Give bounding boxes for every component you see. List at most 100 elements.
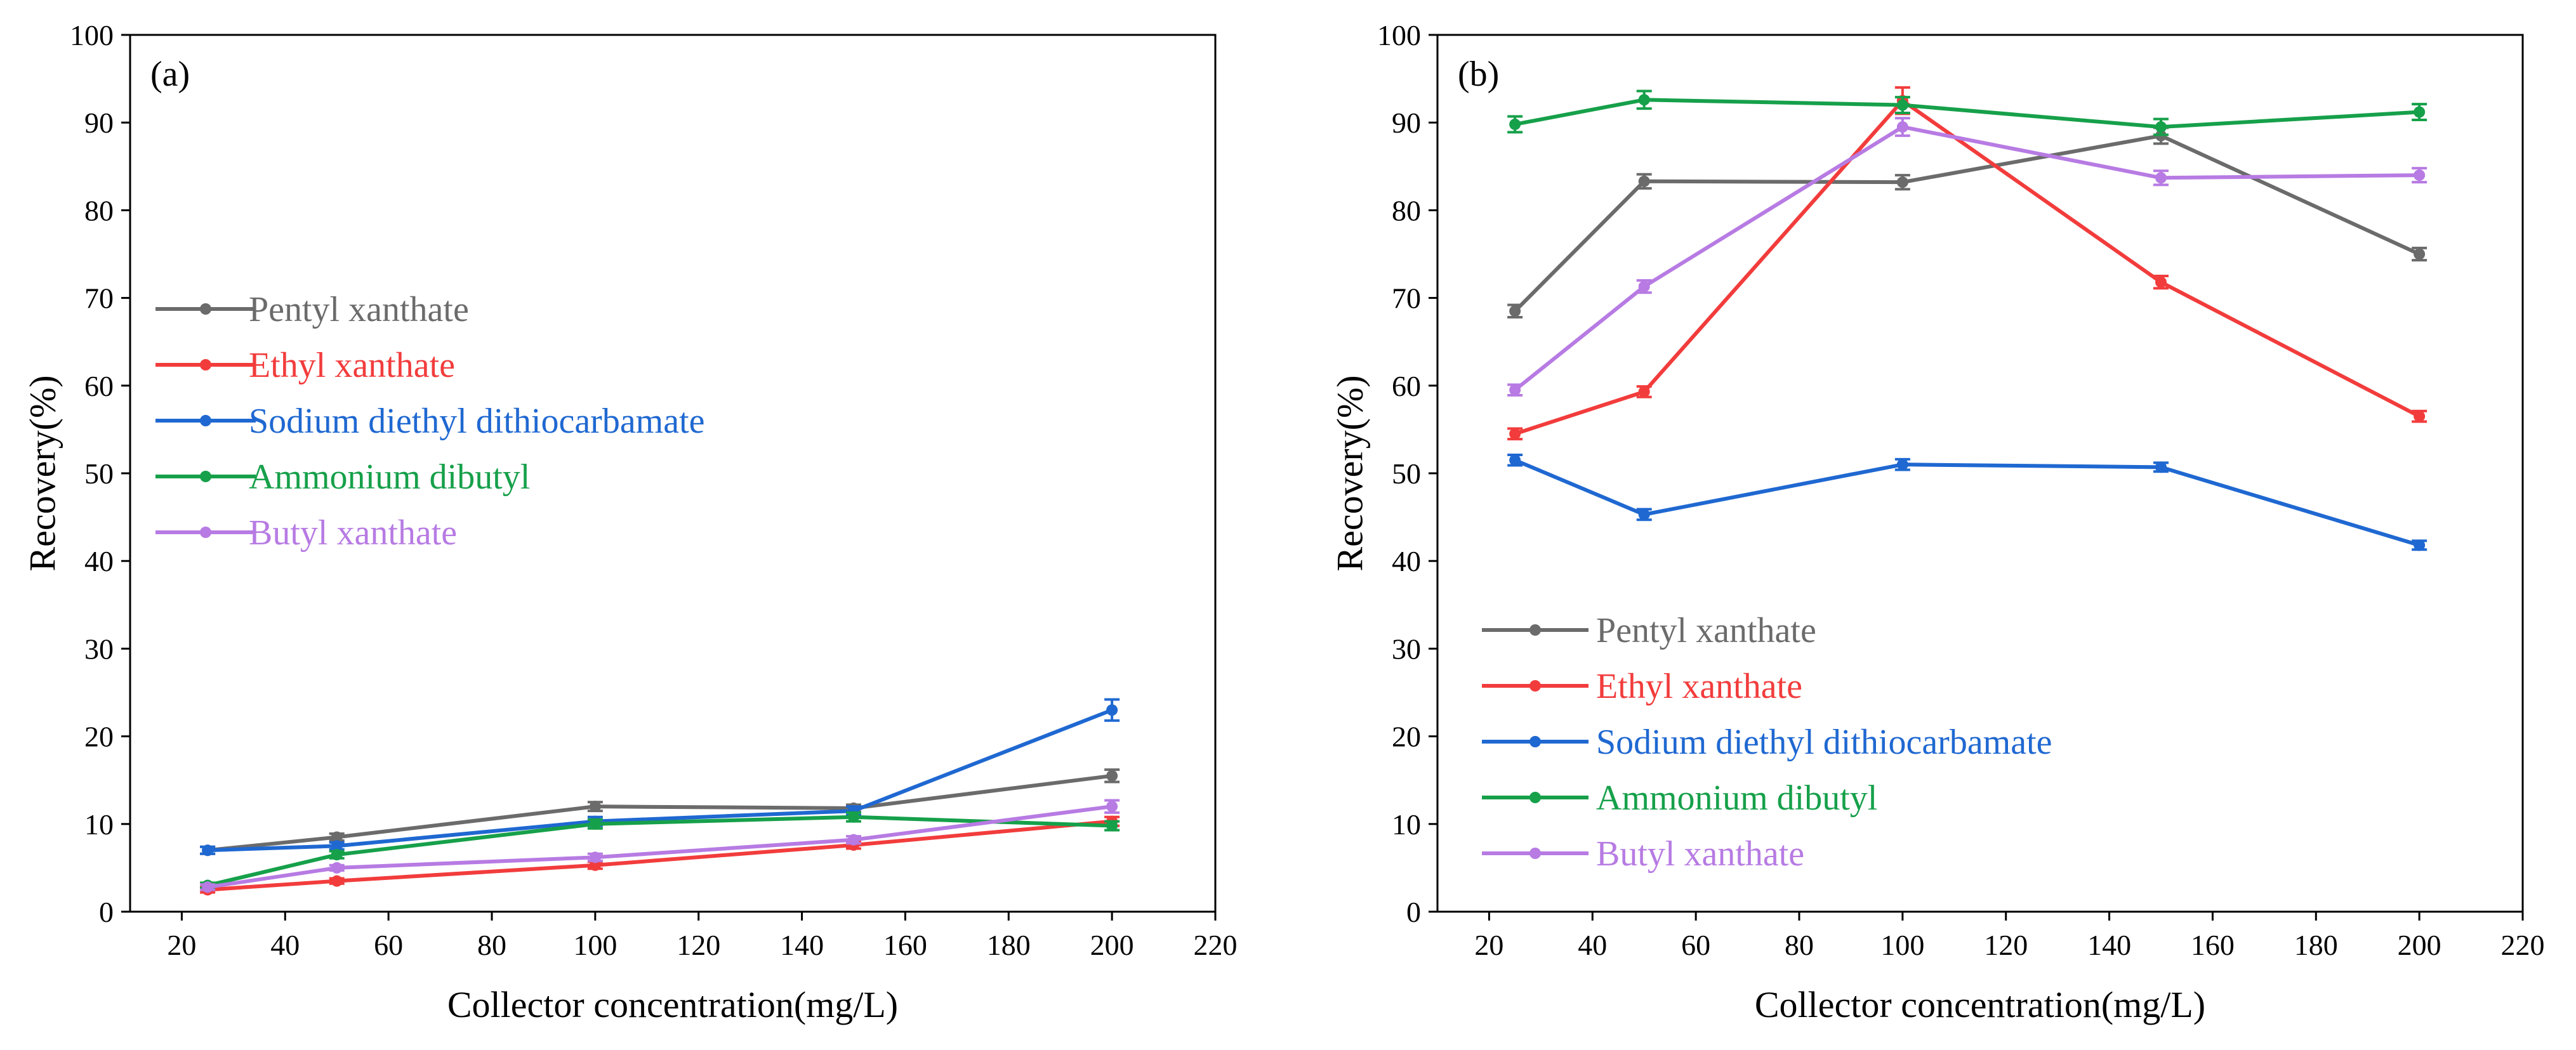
- x-tick-label: 220: [1194, 929, 1238, 961]
- data-point: [589, 859, 601, 871]
- y-tick-label: 40: [84, 545, 114, 577]
- data-point: [331, 862, 343, 874]
- y-tick-label: 70: [84, 282, 114, 315]
- data-point: [1509, 454, 1521, 466]
- y-tick-label: 60: [84, 370, 114, 402]
- series-butyl-xanthate: [1507, 117, 2427, 397]
- data-point: [2414, 539, 2426, 551]
- data-point: [2155, 461, 2167, 473]
- data-point: [1638, 94, 1650, 106]
- x-tick-label: 140: [780, 929, 824, 961]
- y-tick-label: 20: [1392, 721, 1421, 753]
- y-tick-label: 50: [1392, 457, 1421, 490]
- legend-marker: [1529, 848, 1541, 859]
- x-tick-label: 180: [987, 929, 1031, 961]
- x-tick-label: 40: [270, 929, 300, 961]
- data-point: [1638, 508, 1650, 520]
- series-ammonium-dibutyl: [1507, 89, 2427, 136]
- y-axis-title: Recovery(%): [22, 375, 63, 571]
- y-tick-label: 40: [1392, 545, 1421, 577]
- legend-label: Ethyl xanthate: [1596, 667, 1802, 706]
- data-point: [1106, 820, 1118, 832]
- legend-label: Sodium diethyl dithiocarbamate: [249, 402, 705, 441]
- x-tick-label: 20: [167, 929, 196, 961]
- y-tick-label: 60: [1392, 370, 1421, 402]
- y-tick-label: 0: [99, 896, 114, 928]
- chart-panel-b: 0 10 20 30 40 50 60 70 80 90 100 20 40 60 80 100 120 140 1…: [1329, 19, 2544, 1025]
- legend-marker: [200, 527, 211, 538]
- y-tick-label: 80: [84, 194, 114, 226]
- data-point: [848, 834, 859, 846]
- x-tick-label: 200: [1090, 929, 1134, 961]
- x-tick-label: 140: [2087, 929, 2131, 961]
- legend-marker: [200, 303, 211, 315]
- data-point: [1509, 118, 1521, 130]
- x-tick-label: 20: [1474, 929, 1503, 961]
- y-tick-label: 0: [1406, 896, 1421, 928]
- legend-label: Ethyl xanthate: [249, 346, 455, 385]
- y-tick-label: 100: [70, 19, 114, 51]
- series-butyl-xanthate: [200, 799, 1120, 893]
- panel-label: (b): [1458, 55, 1499, 94]
- data-point: [2155, 276, 2167, 288]
- y-tick-label: 100: [1377, 19, 1421, 51]
- legend-marker: [1529, 792, 1541, 803]
- data-point: [589, 818, 601, 830]
- data-point: [589, 851, 601, 863]
- legend-label: Pentyl xanthate: [1596, 611, 1816, 650]
- x-tick-label: 200: [2398, 929, 2441, 961]
- legend: Pentyl xanthate Ethyl xanthate Sodium diet…: [1482, 611, 2052, 874]
- y-tick-label: 70: [1392, 282, 1421, 315]
- y-tick-label: 30: [84, 633, 114, 665]
- y-tick-label: 10: [84, 808, 114, 841]
- legend-marker: [1529, 624, 1541, 636]
- data-point: [331, 831, 343, 843]
- data-point: [2414, 248, 2426, 260]
- x-tick-label: 60: [374, 929, 403, 961]
- legend-label: Pentyl xanthate: [249, 290, 469, 329]
- x-tick-label: 120: [677, 929, 720, 961]
- data-point: [1896, 99, 1908, 111]
- data-point: [331, 875, 343, 887]
- x-tick-label: 100: [1880, 929, 1924, 961]
- y-axis-title: Recovery(%): [1329, 375, 1370, 571]
- data-point: [1638, 280, 1650, 292]
- data-point: [1638, 175, 1650, 187]
- x-tick-label: 40: [1578, 929, 1607, 961]
- data-point: [202, 881, 214, 893]
- x-tick-label: 160: [883, 929, 927, 961]
- y-tick-label: 20: [84, 721, 114, 753]
- x-tick-label: 80: [1785, 929, 1814, 961]
- legend-label: Sodium diethyl dithiocarbamate: [1596, 723, 2052, 762]
- y-tick-label: 80: [1392, 194, 1421, 226]
- legend-label: Butyl xanthate: [249, 513, 457, 553]
- x-axis-title: Collector concentration(mg/L): [447, 984, 898, 1025]
- data-point: [1509, 384, 1521, 396]
- data-point: [2414, 169, 2426, 181]
- x-axis-title: Collector concentration(mg/L): [1755, 984, 2205, 1025]
- legend-label: Butyl xanthate: [1596, 834, 1804, 874]
- y-tick-label: 90: [1392, 107, 1421, 139]
- chart-panel-a: 0 10 20 30 40 50 60 70 80 90 100 20 40 60 80 100 120 140 1…: [22, 19, 1237, 1025]
- data-point: [2155, 121, 2167, 133]
- legend-marker: [200, 471, 211, 482]
- data-point: [1896, 459, 1908, 471]
- data-point: [1509, 428, 1521, 440]
- panel-label: (a): [150, 55, 190, 94]
- legend: Pentyl xanthate Ethyl xanthate Sodium diet…: [155, 290, 705, 553]
- y-tick-label: 50: [84, 457, 114, 490]
- x-tick-label: 60: [1681, 929, 1710, 961]
- x-tick-label: 80: [477, 929, 506, 961]
- x-tick-label: 100: [573, 929, 617, 961]
- y-tick-label: 90: [84, 107, 114, 139]
- x-tick-label: 220: [2501, 929, 2545, 961]
- legend-marker: [200, 415, 211, 426]
- data-point: [1106, 770, 1118, 782]
- data-point: [1638, 386, 1650, 398]
- data-point: [1106, 801, 1118, 813]
- y-tick-label: 10: [1392, 808, 1421, 841]
- data-point: [331, 840, 343, 852]
- data-point: [848, 811, 859, 823]
- data-point: [1896, 176, 1908, 188]
